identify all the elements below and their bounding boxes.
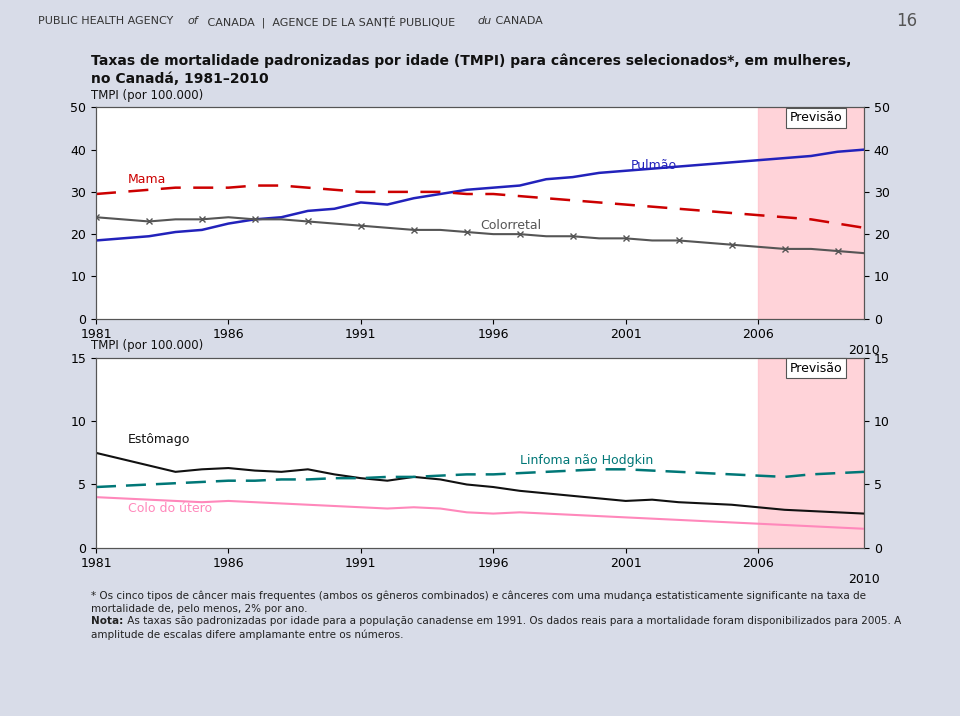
Text: Linfoma não Hodgkin: Linfoma não Hodgkin: [519, 454, 653, 468]
Bar: [758, 358, 864, 548]
Text: Previsão: Previsão: [790, 112, 843, 125]
Text: * Os cinco tipos de câncer mais frequentes (ambos os gêneros combinados) e cânce: * Os cinco tipos de câncer mais frequent…: [91, 591, 866, 601]
Bar: [758, 107, 864, 319]
Text: |: |: [384, 16, 388, 26]
Text: PUBLIC HEALTH AGENCY: PUBLIC HEALTH AGENCY: [38, 16, 178, 26]
Text: 16: 16: [896, 12, 917, 31]
Text: Colo do útero: Colo do útero: [128, 503, 212, 516]
Text: TMPI (por 100.000): TMPI (por 100.000): [91, 339, 204, 352]
Text: of: of: [187, 16, 198, 26]
Text: amplitude de escalas difere amplamante entre os números.: amplitude de escalas difere amplamante e…: [91, 629, 404, 640]
Text: Taxas de mortalidade padronizadas por idade (TMPI) para cânceres selecionados*, : Taxas de mortalidade padronizadas por id…: [91, 54, 852, 68]
Text: CANADA: CANADA: [492, 16, 542, 26]
Text: Nota:: Nota:: [91, 616, 124, 626]
Text: du: du: [477, 16, 492, 26]
Text: CANADA  |  AGENCE DE LA SANTÉ PUBLIQUE: CANADA | AGENCE DE LA SANTÉ PUBLIQUE: [204, 15, 458, 28]
Text: Mama: Mama: [128, 173, 166, 186]
Text: 2010: 2010: [848, 344, 880, 357]
Text: Estômago: Estômago: [128, 432, 190, 446]
Text: TMPI (por 100.000): TMPI (por 100.000): [91, 89, 204, 102]
Text: Colorretal: Colorretal: [480, 219, 541, 232]
Text: As taxas são padronizadas por idade para a população canadense em 1991. Os dados: As taxas são padronizadas por idade para…: [124, 616, 901, 626]
Text: 2010: 2010: [848, 573, 880, 586]
Text: no Canadá, 1981–2010: no Canadá, 1981–2010: [91, 72, 269, 86]
Text: mortalidade de, pelo menos, 2% por ano.: mortalidade de, pelo menos, 2% por ano.: [91, 604, 308, 614]
Text: Previsão: Previsão: [790, 362, 843, 374]
Text: Pulmão: Pulmão: [631, 159, 677, 172]
